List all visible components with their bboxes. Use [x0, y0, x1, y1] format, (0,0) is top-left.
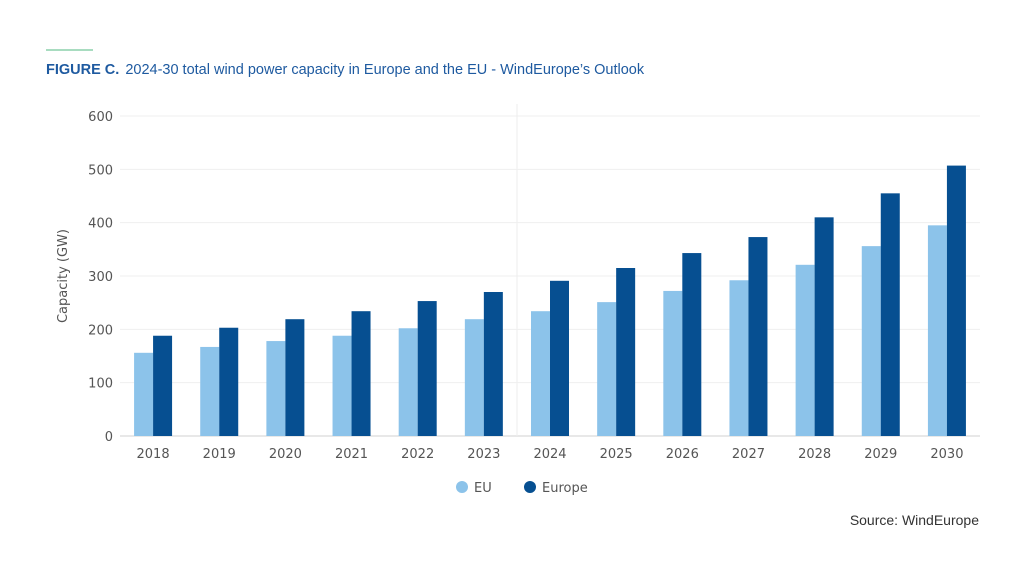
y-tick-label: 500: [88, 163, 113, 178]
y-tick-label: 0: [105, 430, 113, 445]
bar-europe-2024: [550, 280, 569, 436]
bar-eu-2023: [464, 319, 484, 436]
legend-label-europe: Europe: [542, 481, 588, 496]
y-tick-label: 300: [88, 270, 113, 285]
legend-label-eu: EU: [474, 481, 492, 496]
bar-europe-2018: [153, 335, 173, 436]
bar-europe-2025: [616, 268, 636, 436]
x-tick-label: 2027: [732, 447, 765, 462]
legend-marker-europe: [524, 481, 536, 493]
figure-title: FIGURE C. 2024-30 total wind power capaci…: [46, 62, 644, 78]
bar-europe-2030: [946, 165, 966, 436]
figure-label: FIGURE C.: [46, 62, 120, 78]
y-tick-label: 400: [88, 217, 113, 232]
x-tick-label: 2028: [798, 447, 831, 462]
bar-europe-2027: [748, 237, 768, 436]
x-tick-label: 2024: [533, 447, 566, 462]
bar-eu-2027: [729, 280, 749, 436]
y-tick-label: 600: [88, 110, 113, 125]
bar-eu-2029: [861, 246, 881, 436]
bar-eu-2021: [332, 335, 352, 436]
bar-eu-2018: [134, 352, 154, 436]
bar-europe-2022: [417, 301, 437, 436]
bar-eu-2026: [663, 290, 683, 436]
x-tick-label: 2020: [269, 447, 302, 462]
bar-europe-2019: [219, 327, 239, 436]
bar-eu-2025: [597, 302, 617, 436]
bar-europe-2028: [814, 217, 834, 436]
x-tick-label: 2019: [203, 447, 236, 462]
bar-europe-2021: [351, 311, 371, 436]
source-note: Source: WindEurope: [849, 512, 979, 528]
bar-europe-2020: [285, 319, 305, 436]
x-tick-label: 2026: [666, 447, 699, 462]
x-tick-label: 2022: [401, 447, 434, 462]
bar-eu-2022: [398, 328, 418, 436]
x-tick-label: 2030: [930, 447, 963, 462]
y-tick-label: 100: [88, 377, 113, 392]
bar-eu-2028: [795, 264, 815, 436]
y-tick-label: 200: [88, 323, 113, 338]
y-axis-label: Capacity (GW): [56, 229, 71, 323]
x-tick-label: 2029: [864, 447, 897, 462]
x-tick-label: 2021: [335, 447, 368, 462]
bar-eu-2030: [927, 225, 947, 436]
bar-eu-2020: [266, 341, 286, 436]
x-tick-label: 2025: [600, 447, 633, 462]
bar-europe-2023: [483, 292, 503, 436]
bar-europe-2026: [682, 253, 702, 436]
x-tick-label: 2023: [467, 447, 500, 462]
accent-line: [46, 49, 93, 51]
bar-eu-2024: [531, 311, 550, 436]
legend-marker-eu: [456, 481, 468, 493]
figure-title-text: 2024-30 total wind power capacity in Eur…: [125, 62, 645, 78]
bar-eu-2019: [200, 346, 220, 436]
x-tick-label: 2018: [137, 447, 170, 462]
bar-europe-2029: [880, 193, 900, 436]
